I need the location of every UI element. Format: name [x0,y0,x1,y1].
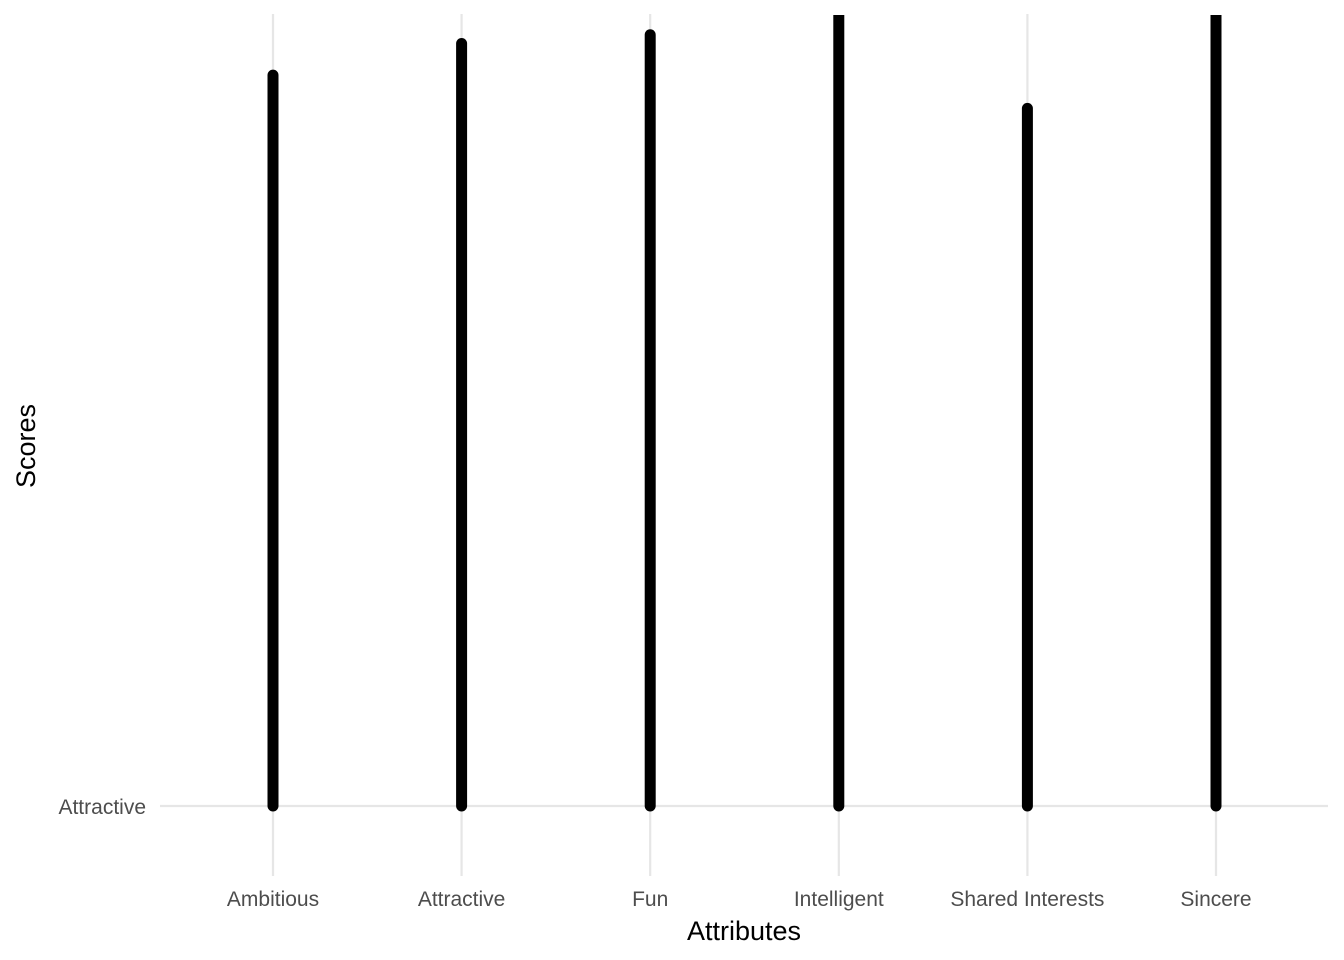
x-tick-label: Fun [632,888,668,911]
x-tick-label: Attractive [418,888,506,911]
bar-clip-mask [830,7,847,15]
bars [267,7,1224,812]
x-tick-label: Intelligent [794,888,884,911]
x-tick-labels: Ambitious Attractive Fun Intelligent Shared … [227,888,1252,911]
y-axis-title: Scores [11,404,41,488]
x-tick-label: Shared Interests [950,888,1104,911]
x-tick-label: Ambitious [227,888,319,911]
y-tick-label: Attractive [58,796,146,819]
y-tick-labels: Attractive [58,796,146,819]
bar-clip-mask [1208,7,1224,15]
x-tick-label: Sincere [1180,888,1251,911]
x-axis-title: Attributes [687,916,801,946]
